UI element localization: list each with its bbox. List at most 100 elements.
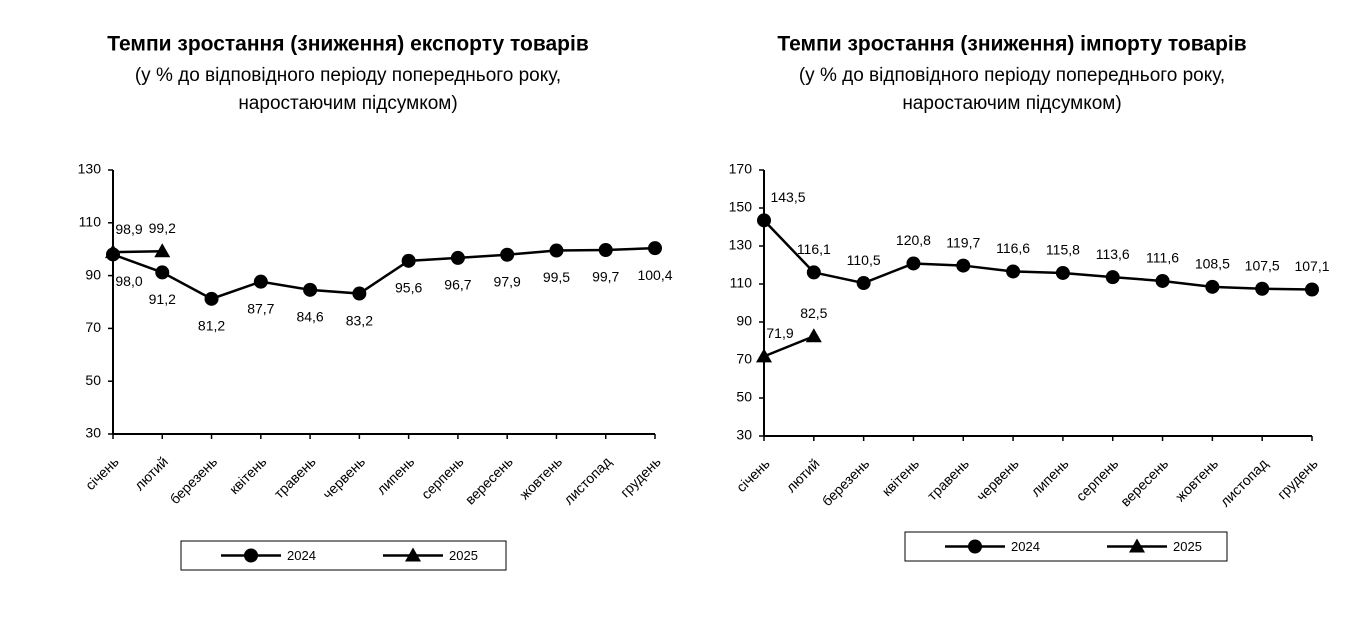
data-label: 115,8 [1046, 242, 1080, 258]
x-tick-label: січень [82, 453, 122, 493]
data-label: 99,5 [543, 269, 570, 285]
marker-circle [549, 243, 564, 258]
legend-box [904, 531, 1228, 562]
data-label: 116,6 [996, 240, 1030, 256]
data-label: 111,6 [1146, 250, 1179, 266]
legend-label: 2024 [1011, 539, 1040, 554]
x-tick-label: серпень [1073, 455, 1122, 504]
y-tick-label: 130 [78, 161, 102, 177]
data-label: 108,5 [1195, 256, 1230, 272]
x-tick-label: вересень [462, 453, 516, 507]
marker-circle [1006, 264, 1021, 279]
x-tick-label: грудень [1274, 455, 1321, 502]
marker-circle [906, 256, 921, 271]
data-label: 107,5 [1245, 257, 1280, 273]
legend-box [180, 540, 507, 571]
marker-circle [1305, 282, 1319, 297]
marker-circle [1255, 281, 1270, 296]
x-tick-label: серпень [418, 453, 467, 502]
marker-circle [1205, 279, 1220, 294]
data-label: 110,5 [847, 252, 881, 268]
data-label: 116,1 [797, 241, 831, 257]
y-tick-label: 50 [85, 372, 101, 388]
data-label: 95,6 [395, 280, 422, 296]
y-tick-label: 90 [85, 266, 101, 282]
data-label: 84,6 [296, 309, 323, 325]
series-line [112, 246, 656, 301]
data-label: 87,7 [247, 300, 274, 316]
marker-circle [155, 265, 170, 280]
marker-circle [956, 258, 971, 273]
x-tick-label: червень [973, 455, 1022, 504]
x-tick-label: березень [167, 453, 221, 507]
marker-triangle [805, 328, 822, 343]
legend-label: 2024 [287, 548, 316, 563]
data-label: 71,9 [766, 325, 793, 341]
x-tick-label: квітень [879, 455, 923, 499]
marker-circle [968, 539, 982, 554]
data-label: 83,2 [346, 312, 373, 328]
y-tick-label: 30 [85, 425, 101, 441]
x-tick-label: червень [319, 453, 368, 502]
x-tick-label: січень [733, 455, 773, 495]
y-tick-label: 30 [736, 427, 752, 443]
data-label: 98,0 [115, 273, 142, 289]
marker-circle [1105, 270, 1120, 285]
marker-circle [500, 247, 515, 262]
data-label: 100,4 [637, 267, 672, 283]
marker-triangle [756, 348, 772, 363]
x-tick-label: березень [819, 455, 873, 509]
marker-circle [648, 241, 662, 256]
data-label: 99,2 [149, 220, 176, 236]
chart-subtitle: наростаючим підсумком) [238, 93, 457, 114]
data-label: 81,2 [198, 318, 225, 334]
marker-triangle [1129, 538, 1145, 553]
x-tick-label: травень [271, 453, 319, 501]
data-label: 82,5 [800, 305, 827, 321]
x-tick-label: жовтень [1172, 455, 1221, 504]
marker-circle [352, 286, 367, 301]
series-line [763, 219, 1313, 291]
x-tick-label: листопад [560, 453, 614, 507]
y-tick-label: 90 [736, 313, 752, 329]
marker-triangle [105, 244, 121, 259]
x-tick-label: грудень [617, 453, 664, 500]
marker-circle [856, 276, 871, 291]
chart-subtitle: (у % до відповідного періоду попередньог… [135, 65, 561, 86]
marker-circle [757, 213, 771, 228]
chart-title: Темпи зростання (зниження) експорту това… [107, 33, 589, 56]
marker-circle [598, 242, 613, 257]
y-tick-label: 170 [729, 161, 753, 177]
series-line [763, 335, 815, 358]
data-label: 91,2 [149, 291, 176, 307]
data-label: 120,8 [896, 232, 931, 248]
x-tick-label: липень [373, 453, 417, 497]
data-label: 96,7 [444, 277, 471, 293]
y-tick-label: 110 [79, 214, 102, 230]
x-tick-label: липень [1028, 455, 1072, 499]
marker-circle [204, 291, 219, 306]
x-tick-label: жовтень [516, 453, 565, 502]
chart-title: Темпи зростання (зниження) імпорту товар… [777, 33, 1246, 56]
x-tick-label: лютий [131, 453, 171, 493]
marker-triangle [154, 243, 171, 258]
y-tick-label: 50 [736, 389, 752, 405]
x-tick-label: квітень [226, 453, 270, 497]
marker-circle [401, 253, 416, 268]
data-label: 113,6 [1096, 246, 1130, 262]
y-tick-label: 110 [730, 275, 753, 291]
marker-circle [1155, 273, 1170, 288]
y-tick-label: 150 [729, 199, 753, 215]
marker-circle [253, 274, 268, 289]
data-label: 107,1 [1294, 258, 1329, 274]
marker-circle [450, 250, 465, 265]
y-tick-label: 70 [85, 319, 101, 335]
marker-circle [1055, 265, 1070, 280]
data-label: 99,7 [592, 269, 619, 285]
legend-label: 2025 [1173, 539, 1202, 554]
x-tick-label: травень [924, 455, 972, 503]
series-line [112, 250, 163, 254]
marker-circle [244, 548, 258, 563]
x-tick-label: вересень [1117, 455, 1171, 509]
